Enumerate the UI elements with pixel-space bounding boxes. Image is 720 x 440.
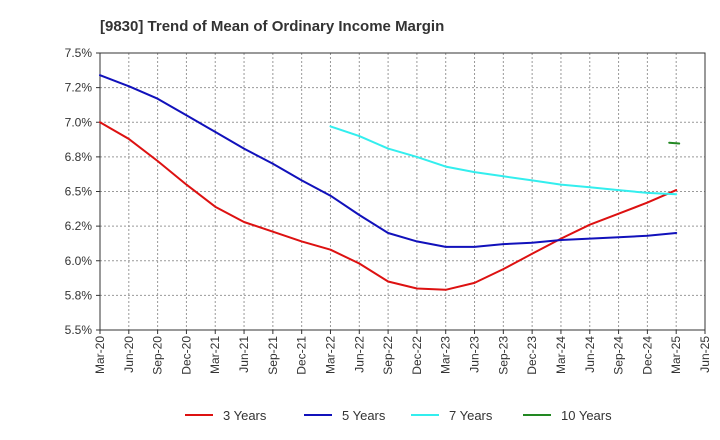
legend-label: 10 Years xyxy=(561,408,612,423)
x-tick-label: Dec-23 xyxy=(525,336,539,375)
x-tick-label: Jun-23 xyxy=(468,336,482,373)
series-line-10-years xyxy=(668,141,681,145)
legend: 3 Years 5 Years 7 Years 10 Years xyxy=(185,408,612,423)
legend-item-3-years: 3 Years xyxy=(185,408,267,423)
y-tick-label: 7.0% xyxy=(65,115,93,129)
y-tick-label: 6.2% xyxy=(65,219,93,233)
grid-layer xyxy=(99,52,706,331)
legend-item-7-years: 7 Years xyxy=(411,408,493,423)
x-tick-label: Dec-22 xyxy=(410,336,424,375)
x-tick-label: Jun-20 xyxy=(122,336,136,373)
x-tick-label: Jun-24 xyxy=(583,336,597,373)
legend-label: 3 Years xyxy=(223,408,267,423)
chart-title: [9830] Trend of Mean of Ordinary Income … xyxy=(100,18,444,35)
y-tick-label: 7.5% xyxy=(65,46,93,60)
x-tick-label: Jun-22 xyxy=(352,336,366,373)
x-tick-label: Sep-21 xyxy=(266,336,280,375)
series-line-3-years xyxy=(99,121,678,291)
y-tick-label: 6.5% xyxy=(65,185,93,199)
x-tick-label: Mar-23 xyxy=(439,336,453,374)
y-tick-label: 5.5% xyxy=(65,323,93,337)
plot-area xyxy=(100,53,705,330)
x-tick-label: Mar-22 xyxy=(323,336,337,374)
series-line-7-years xyxy=(329,125,678,196)
legend-label: 7 Years xyxy=(449,408,493,423)
x-tick-label: Mar-21 xyxy=(208,336,222,374)
x-tick-label: Sep-20 xyxy=(151,336,165,375)
y-tick-label: 6.0% xyxy=(65,254,93,268)
x-tick-label: Jun-21 xyxy=(237,336,251,373)
series-layer xyxy=(99,74,681,291)
y-tick-label: 7.2% xyxy=(65,81,93,95)
x-tick-label: Dec-24 xyxy=(640,336,654,375)
series-line-5-years xyxy=(99,74,678,248)
y-tick-label: 6.8% xyxy=(65,150,93,164)
x-tick-label: Sep-23 xyxy=(496,336,510,375)
x-tick-label: Jun-25 xyxy=(698,336,712,373)
legend-item-10-years: 10 Years xyxy=(523,408,612,423)
x-tick-label: Dec-20 xyxy=(179,336,193,375)
y-tick-label: 5.8% xyxy=(65,288,93,302)
legend-item-5-years: 5 Years xyxy=(304,408,386,423)
x-tick-label: Mar-25 xyxy=(669,336,683,374)
x-tick-label: Mar-24 xyxy=(554,336,568,374)
legend-label: 5 Years xyxy=(342,408,386,423)
x-tick-label: Sep-22 xyxy=(381,336,395,375)
x-tick-label: Mar-20 xyxy=(93,336,107,374)
x-tick-label: Sep-24 xyxy=(612,336,626,375)
x-tick-label: Dec-21 xyxy=(295,336,309,375)
axis-layer: 5.5% 5.8% 6.0% 6.2% 6.5% 6.8% 7.0% 7.2% 7.5% Mar-… xyxy=(65,46,712,375)
